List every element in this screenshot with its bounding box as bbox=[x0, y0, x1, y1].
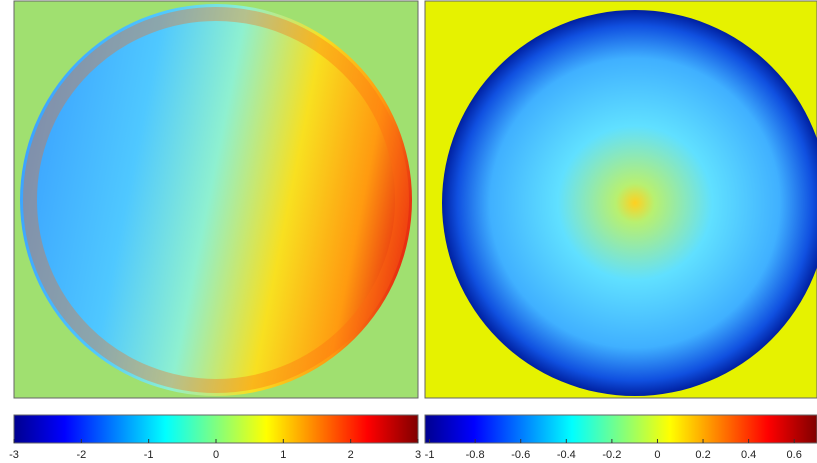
left-panel bbox=[14, 1, 418, 398]
colorbar bbox=[425, 415, 817, 443]
colorbar-tick-label: 1 bbox=[280, 449, 286, 461]
colorbar-tick-label: -0.2 bbox=[602, 449, 621, 461]
colorbar bbox=[14, 415, 418, 443]
colorbar-tick-label: -1 bbox=[144, 449, 154, 461]
field-image bbox=[20, 4, 412, 396]
colorbar-tick-label: 0 bbox=[654, 449, 660, 461]
colorbar-tick-label: 0.2 bbox=[695, 449, 710, 461]
colorbar-tick-label: 0.4 bbox=[741, 449, 756, 461]
colorbar-tick-label: -0.4 bbox=[557, 449, 576, 461]
colorbar-tick-label: 0 bbox=[213, 449, 219, 461]
colorbar-tick-label: -1 bbox=[425, 449, 435, 461]
colorbar-tick-label: -2 bbox=[76, 449, 86, 461]
colorbar-tick-label: -0.6 bbox=[511, 449, 530, 461]
colorbar-tick-label: -0.8 bbox=[466, 449, 485, 461]
colorbar-tick-label: 2 bbox=[348, 449, 354, 461]
colorbar-tick-label: 3 bbox=[415, 449, 421, 461]
figure: -3 -2 -1 0 1 2 3 -1 -0.8 -0.6 -0.4 -0.2 0 0.2 0.4 0.6 bbox=[0, 0, 817, 463]
right-panel bbox=[425, 1, 817, 398]
field-image bbox=[442, 10, 817, 396]
page: -3-2-10123-1-0.8-0.6-0.4-0.200.20.40.6 (… bbox=[0, 0, 817, 463]
colorbar-tick-label: 0.6 bbox=[787, 449, 802, 461]
colorbar-tick-label: -3 bbox=[9, 449, 19, 461]
